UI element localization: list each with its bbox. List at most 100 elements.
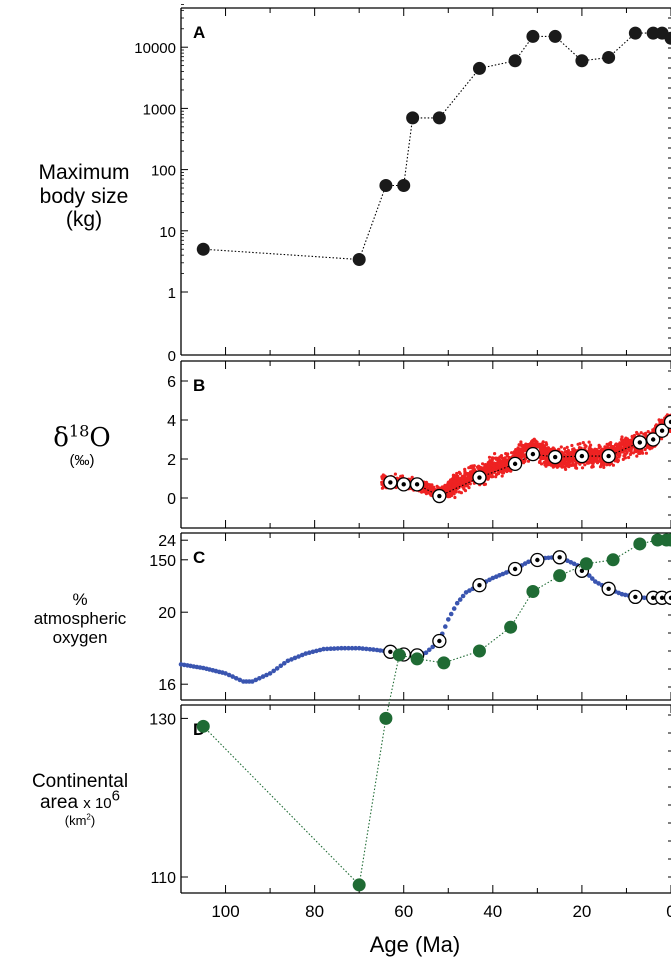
raw-isotope-point	[618, 453, 622, 457]
raw-isotope-point	[564, 467, 568, 471]
panel-d-unit-close: )	[90, 812, 96, 828]
raw-isotope-point	[430, 487, 434, 491]
delta-symbol: δ	[53, 423, 69, 453]
raw-isotope-point	[497, 458, 502, 462]
raw-isotope-point	[615, 449, 619, 453]
continental-area-point	[633, 537, 647, 551]
raw-isotope-point	[581, 441, 585, 445]
raw-isotope-point	[578, 442, 582, 446]
raw-isotope-point	[587, 440, 591, 444]
continental-area-point	[472, 644, 486, 658]
body-size-point	[646, 26, 660, 40]
y-tick-label: 10	[159, 224, 176, 241]
raw-isotope-point	[532, 437, 536, 441]
raw-isotope-point	[463, 473, 468, 477]
panel-d-unit-sup: 2	[86, 812, 91, 822]
oxygen-curve-point	[448, 611, 454, 617]
oxygen-curve-point	[457, 597, 463, 602]
x-tick-label: 100	[211, 902, 239, 921]
body-size-point	[432, 111, 446, 125]
y-tick-label: 130	[149, 711, 176, 728]
oxygen-curve-point	[342, 645, 348, 651]
oxygen-curve-point	[378, 648, 383, 653]
raw-isotope-point	[660, 437, 664, 441]
panel-b-ylabel: δ18O (‰)	[32, 423, 132, 470]
raw-isotope-point	[520, 444, 524, 448]
oxygen-curve-point	[296, 654, 301, 659]
raw-isotope-point	[609, 441, 613, 445]
raw-isotope-point	[550, 463, 554, 467]
raw-isotope-point	[568, 455, 573, 459]
raw-isotope-point	[498, 455, 502, 459]
oxygen-curve-point	[271, 668, 277, 674]
raw-isotope-point	[563, 447, 567, 451]
panel-c-ylabel: % atmospheric oxygen	[0, 590, 160, 647]
raw-isotope-point	[651, 429, 656, 433]
continental-area-point	[526, 585, 540, 599]
raw-isotope-point	[491, 467, 496, 471]
panel-a-ylabel-line1: Maximum	[38, 161, 130, 184]
raw-isotope-point	[469, 474, 474, 478]
isotope-mean-point-center	[477, 475, 482, 480]
oxygen-curve-point	[623, 592, 628, 598]
oxygen-curve-point	[233, 676, 239, 681]
oxygen-curve-point	[339, 645, 344, 651]
raw-isotope-point	[491, 456, 495, 460]
raw-isotope-point	[494, 457, 498, 461]
oxygen-curve-point	[253, 677, 259, 683]
oxygen-curve-point	[371, 647, 376, 652]
panel-c-ylabel-line2: atmospheric	[33, 609, 127, 629]
oxygen-curve-point	[590, 576, 595, 581]
raw-isotope-point	[638, 451, 642, 455]
raw-isotope-point	[424, 492, 428, 496]
oxygen-curve-point	[367, 647, 373, 652]
isotope-mean-point-center	[414, 482, 420, 487]
oxygen-sample-point-center	[650, 595, 656, 600]
raw-isotope-point	[588, 447, 592, 452]
body-size-point	[196, 242, 210, 256]
raw-isotope-point	[472, 464, 476, 468]
oxygen-curve-point	[328, 646, 334, 651]
raw-isotope-point	[590, 451, 594, 455]
oxygen-curve-point	[324, 646, 330, 652]
raw-isotope-point	[583, 443, 587, 447]
raw-isotope-point	[492, 461, 496, 465]
raw-isotope-point	[485, 469, 489, 473]
raw-isotope-point	[625, 450, 629, 454]
raw-isotope-point	[443, 483, 447, 487]
oxygen-sample-point-center	[606, 586, 611, 591]
oxygen-curve-point	[257, 676, 262, 681]
raw-isotope-point	[505, 454, 509, 458]
continental-area-point	[579, 557, 593, 571]
raw-isotope-point	[628, 439, 632, 443]
oxygen-curve-point	[307, 650, 312, 655]
continental-area-point	[410, 652, 424, 666]
y-tick-label: 1	[168, 285, 176, 302]
isotope-mean-point-center	[530, 451, 536, 457]
body-size-point	[602, 50, 616, 64]
raw-isotope-point	[564, 450, 568, 454]
panel-letter-a: A	[193, 23, 205, 42]
raw-isotope-point	[486, 464, 490, 469]
oxygen-curve-point	[289, 657, 294, 662]
raw-isotope-point	[619, 437, 624, 442]
oxygen-curve-point	[267, 671, 273, 676]
raw-isotope-point	[598, 465, 603, 469]
oxygen-sample-point-center	[579, 568, 585, 573]
isotope-mean-line	[390, 421, 671, 497]
y-tick-label: 2	[167, 452, 176, 469]
raw-isotope-point	[594, 456, 598, 460]
isotope-mean-point-center	[388, 480, 393, 485]
oxygen-curve-point	[460, 593, 466, 599]
raw-isotope-point	[574, 464, 578, 468]
oxygen-sample-point-center	[633, 594, 638, 600]
raw-isotope-point	[486, 474, 491, 478]
oxygen-curve-point	[274, 666, 280, 671]
body-size-connector-line	[203, 32, 671, 261]
raw-isotope-point	[456, 474, 460, 478]
raw-isotope-point	[489, 475, 494, 479]
raw-isotope-point	[650, 446, 654, 450]
raw-isotope-point	[429, 492, 433, 496]
y-tick-label: 10000	[134, 40, 176, 57]
raw-isotope-point	[545, 442, 549, 447]
